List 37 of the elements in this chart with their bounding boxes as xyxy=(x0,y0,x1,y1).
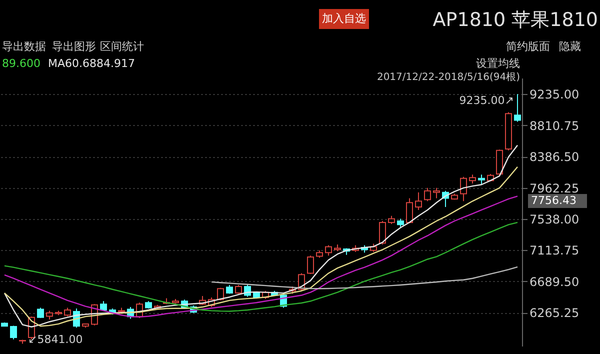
text: 7756.43 xyxy=(531,194,576,207)
text: 导出数据 xyxy=(2,40,46,53)
annotation: 9235.00↗ xyxy=(459,94,514,107)
candlestick xyxy=(217,287,224,301)
line-series xyxy=(4,196,518,318)
candlestick xyxy=(415,192,422,210)
line-series xyxy=(210,266,518,290)
text: 隐藏 xyxy=(559,40,581,53)
annotation: ↙5841.00 xyxy=(28,333,83,346)
y-tick-label: 6265.25 xyxy=(530,306,580,320)
y-tick-label: 8386.50 xyxy=(530,150,580,164)
candlestick xyxy=(496,149,503,176)
candlestick xyxy=(514,94,521,122)
candlestick xyxy=(325,244,332,256)
y-tick-label: 7962.25 xyxy=(530,181,580,196)
line-series xyxy=(4,222,518,312)
text: 89.600 xyxy=(2,57,40,70)
y-tick-label: 9235.00 xyxy=(530,88,580,102)
text: MA60.6884.917 xyxy=(48,57,135,70)
text: 简约版面 xyxy=(506,40,550,53)
candlestick xyxy=(460,176,467,202)
candlestick xyxy=(10,325,17,340)
candlestick xyxy=(307,255,314,274)
chart-subtitle: 2017/12/22-2018/5/16(94根) xyxy=(376,71,520,83)
candlestick xyxy=(379,220,386,246)
text: 导出图形 xyxy=(52,40,96,53)
text: 设置均线 xyxy=(476,57,520,70)
text: 区间统计 xyxy=(100,40,144,53)
y-tick-label: 7538.00 xyxy=(530,212,580,226)
y-tick-label: 8810.75 xyxy=(530,118,580,133)
candlestick xyxy=(478,174,485,185)
text: 加入自选 xyxy=(322,12,366,25)
y-tick-label: 7113.75 xyxy=(530,244,580,258)
y-tick-label: 6689.50 xyxy=(530,274,580,289)
candlestick xyxy=(424,187,431,202)
candlestick xyxy=(433,187,440,199)
chart-title: AP1810 苹果1810 xyxy=(432,9,598,31)
